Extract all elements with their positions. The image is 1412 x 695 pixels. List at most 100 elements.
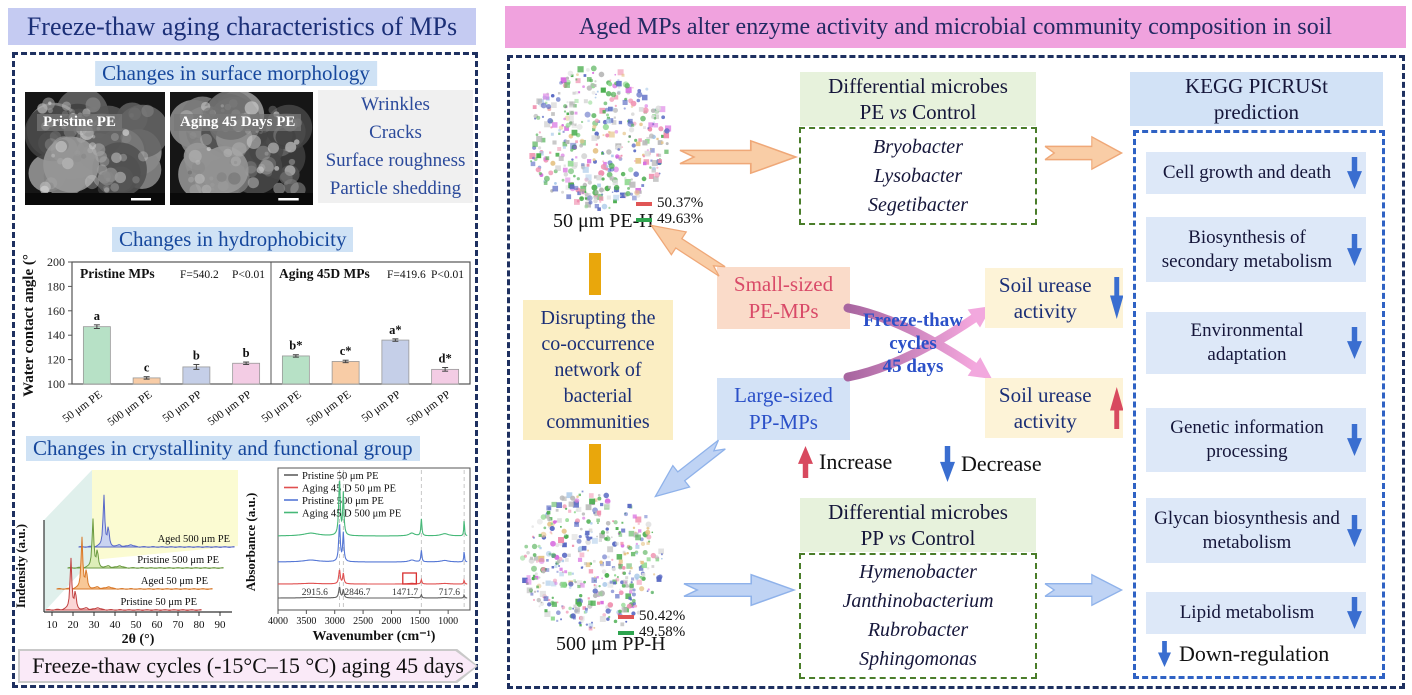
svg-text:50: 50 <box>131 619 143 631</box>
svg-text:a*: a* <box>389 323 402 337</box>
diff-pp-line1: Differential microbes <box>828 499 1008 524</box>
large-box-line1: Large-sized <box>734 382 833 407</box>
right-panel-border <box>507 55 1405 689</box>
diff-pp-subject: PP <box>860 526 884 550</box>
svg-text:Absorbance (a.u.): Absorbance (a.u.) <box>244 493 258 592</box>
freeze-thaw-cycles-text: Freeze-thaw cycles 45 days <box>858 310 968 378</box>
svg-text:b: b <box>243 346 250 360</box>
svg-text:2θ (°): 2θ (°) <box>122 632 155 646</box>
kegg-legend-label: Down-regulation <box>1179 641 1330 666</box>
diff-pp-control: Control <box>911 526 976 550</box>
down-arrow-icon <box>1347 233 1362 266</box>
svg-text:50 μm PE: 50 μm PE <box>260 389 304 426</box>
svg-text:a: a <box>94 309 101 323</box>
svg-text:Pristine 500 μm PE: Pristine 500 μm PE <box>137 555 219 566</box>
diagonal-arrow-icon <box>649 224 726 277</box>
svg-text:Pristine 50 μm PE: Pristine 50 μm PE <box>302 471 379 482</box>
network-diagram-pp <box>519 490 664 631</box>
svg-text:Aged 50 μm PE: Aged 50 μm PE <box>141 576 208 587</box>
network-top-legend-row: 50.37% <box>636 195 703 212</box>
xrd-plot: Aged 500 μm PE Pristine 500 μm PE Aged 50 … <box>14 470 238 646</box>
svg-text:500 μm PP: 500 μm PP <box>405 389 453 426</box>
left-panel-border <box>12 52 478 688</box>
down-arrow-icon <box>1347 514 1362 547</box>
up-arrow-icon <box>798 446 813 478</box>
diff-pp-line2: PP vs Control <box>800 525 1036 551</box>
kegg-item-label: Glycan biosynthesis and metabolism <box>1154 507 1340 553</box>
svg-text:100: 100 <box>47 377 65 391</box>
svg-text:717.6: 717.6 <box>439 588 461 598</box>
legend-value: 50.37% <box>657 195 704 211</box>
svg-text:1000: 1000 <box>438 616 458 627</box>
down-arrow-icon <box>1347 327 1362 359</box>
sem-micrograph <box>24 87 169 205</box>
down-arrow-icon <box>1347 597 1362 629</box>
svg-text:2500: 2500 <box>353 616 373 627</box>
morphology-feature-list: Wrinkles Cracks Surface roughness Partic… <box>318 90 473 203</box>
sem-label-aged: Aging 45 Days PE <box>174 114 302 131</box>
svg-text:4000: 4000 <box>268 616 288 627</box>
svg-text:200: 200 <box>47 255 65 269</box>
soil-urease-down-box: Soil urease activity <box>985 268 1123 328</box>
taxon: Bryobacter <box>873 135 963 158</box>
small-sized-pe-box: Small-sized PE-MPs <box>717 267 850 329</box>
svg-text:500 μm PP: 500 μm PP <box>206 389 254 426</box>
kegg-item: Glycan biosynthesis and metabolism <box>1146 498 1366 563</box>
legend-line-icon <box>618 630 634 635</box>
legend-line-icon <box>636 201 652 206</box>
svg-text:Aging 45D MPs: Aging 45D MPs <box>279 266 370 281</box>
right-panel-title: Aged MPs alter enzyme activity and micro… <box>505 6 1406 48</box>
sem-label-pristine: Pristine PE <box>37 114 122 131</box>
legend-value: 49.63% <box>657 211 704 227</box>
down-arrow-icon <box>1158 641 1171 667</box>
taxon: Janthinobacterium <box>842 590 994 612</box>
svg-text:P<0.01: P<0.01 <box>232 269 265 281</box>
svg-text:Pristine 50 μm PE: Pristine 50 μm PE <box>120 597 197 608</box>
svg-text:60: 60 <box>152 619 164 631</box>
svg-text:b: b <box>193 348 200 362</box>
kegg-item: Genetic information processing <box>1146 408 1366 472</box>
taxon: Hymenobacter <box>859 561 977 583</box>
decrease-label: Decrease <box>961 451 1042 476</box>
svg-text:Aging 45 D 50 μm PE: Aging 45 D 50 μm PE <box>302 484 396 495</box>
diff-pe-control: Control <box>912 100 977 124</box>
svg-text:c*: c* <box>340 344 352 358</box>
morphology-heading: Changes in surface morphology <box>95 61 377 86</box>
kegg-item: Environmental adaptation <box>1146 312 1366 374</box>
diff-microbes-pe-list: Bryobacter Lysobacter Segetibacter <box>799 127 1037 225</box>
down-arrow-icon <box>1109 277 1123 319</box>
kegg-item-label: Environmental adaptation <box>1190 320 1304 365</box>
svg-text:180: 180 <box>47 279 65 293</box>
kegg-legend: Down-regulation <box>1158 641 1329 667</box>
freeze-line3: 45 days <box>882 355 944 377</box>
diff-pe-line2: PE vs Control <box>800 99 1036 125</box>
network-top-legend-row: 49.63% <box>636 211 703 228</box>
svg-text:Aging 45 D 500 μm PE: Aging 45 D 500 μm PE <box>302 509 401 520</box>
left-panel-title: Freeze-thaw aging characteristics of MPs <box>8 8 476 45</box>
decrease-legend: Decrease <box>940 446 1042 482</box>
svg-text:40: 40 <box>110 619 122 631</box>
svg-text:3000: 3000 <box>325 616 345 627</box>
increase-label: Increase <box>819 449 893 474</box>
kegg-item-label: Genetic information processing <box>1170 417 1324 462</box>
svg-text:Wavenumber (cm⁻¹): Wavenumber (cm⁻¹) <box>313 629 436 644</box>
increase-legend: Increase <box>798 446 892 478</box>
right-arrow-icon <box>1044 573 1124 607</box>
kegg-head-line1: KEGG PICRUSt <box>1185 73 1328 98</box>
freeze-thaw-banner-text: Freeze-thaw cycles (-15°C–15 °C) aging 4… <box>20 651 476 681</box>
svg-text:Aged 500 μm PE: Aged 500 μm PE <box>158 534 230 545</box>
yellow-connector-bottom <box>589 444 601 484</box>
diff-microbes-pe-header: Differential microbes PE vs Control <box>800 72 1036 126</box>
vs-word: vs <box>888 526 906 550</box>
legend-line-icon <box>636 217 652 222</box>
taxon: Rubrobacter <box>867 619 969 641</box>
diff-pe-line1: Differential microbes <box>828 73 1008 98</box>
freeze-thaw-banner: Freeze-thaw cycles (-15°C–15 °C) aging 4… <box>18 649 478 683</box>
network-top-label: 50 μm PE-H <box>553 210 654 232</box>
large-sized-pp-box: Large-sized PP-MPs <box>717 378 850 440</box>
urease-label: Soil urease activity <box>998 382 1092 433</box>
svg-text:b*: b* <box>289 339 302 353</box>
kegg-item-label: Biosynthesis of secondary metabolism <box>1161 226 1333 272</box>
